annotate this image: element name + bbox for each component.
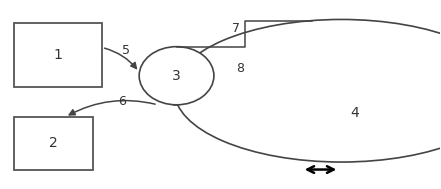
Bar xyxy=(14,23,102,87)
Text: 2: 2 xyxy=(49,136,58,150)
Bar xyxy=(14,117,93,170)
Text: 7: 7 xyxy=(232,22,240,35)
Text: 8: 8 xyxy=(236,62,244,75)
Text: 6: 6 xyxy=(118,95,126,108)
Text: 5: 5 xyxy=(122,44,130,57)
Text: 4: 4 xyxy=(350,106,359,120)
Text: 1: 1 xyxy=(53,48,62,62)
Ellipse shape xyxy=(139,47,214,105)
Circle shape xyxy=(174,19,441,162)
Text: 3: 3 xyxy=(172,69,181,83)
